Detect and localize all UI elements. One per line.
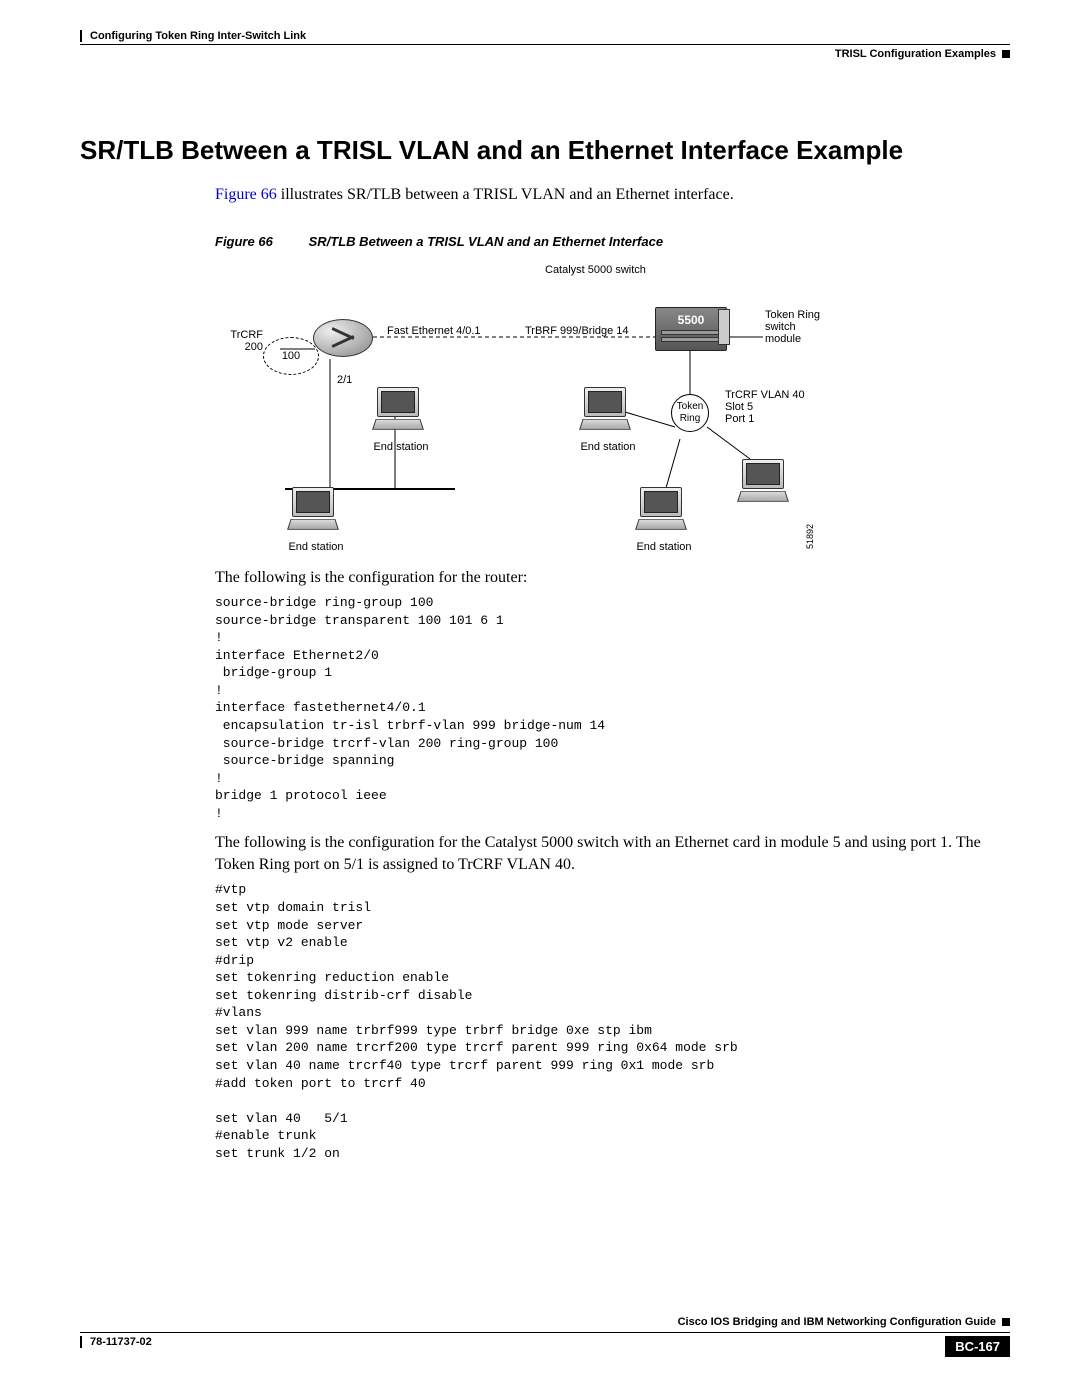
trcrf-ring-icon: 100 <box>263 337 319 375</box>
header-section: TRISL Configuration Examples <box>835 48 1010 60</box>
router-icon <box>313 319 373 357</box>
end-station-label: End station <box>281 541 351 553</box>
figure-id: 51892 <box>805 524 815 549</box>
end-station-label: End station <box>629 541 699 553</box>
catalyst-switch-icon: 5500 <box>655 307 727 351</box>
end-station-icon <box>735 459 789 509</box>
catalyst-label: Catalyst 5000 switch <box>545 264 646 276</box>
end-station-icon: End station <box>285 487 339 537</box>
end-station-icon: End station <box>370 387 424 437</box>
end-station-icon: End station <box>633 487 687 537</box>
figure-caption-text: SR/TLB Between a TRISL VLAN and an Ether… <box>309 234 663 249</box>
page-header: Configuring Token Ring Inter-Switch Link… <box>80 30 1010 70</box>
figure-caption: Figure 66 SR/TLB Between a TRISL VLAN an… <box>215 234 1010 249</box>
ring-100-label: 100 <box>282 350 300 362</box>
footer-doc-number: 78-11737-02 <box>80 1336 152 1348</box>
switch-config-code: #vtp set vtp domain trisl set vtp mode s… <box>215 881 1010 1162</box>
intro-paragraph: Figure 66 illustrates SR/TLB between a T… <box>215 184 1005 206</box>
router-config-code: source-bridge ring-group 100 source-brid… <box>215 594 1010 822</box>
end-station-label: End station <box>573 441 643 453</box>
page-footer: Cisco IOS Bridging and IBM Networking Co… <box>80 1320 1010 1370</box>
figure-crossref-link[interactable]: Figure 66 <box>215 186 277 203</box>
token-ring-label: Token Ring <box>677 401 704 424</box>
end-station-icon: End station <box>577 387 631 437</box>
router-config-intro: The following is the configuration for t… <box>215 567 1005 589</box>
page-title: SR/TLB Between a TRISL VLAN and an Ether… <box>80 135 1010 166</box>
header-section-text: TRISL Configuration Examples <box>835 48 996 60</box>
page-number: BC-167 <box>945 1336 1010 1357</box>
network-diagram: Catalyst 5000 switch 5500 Token Ring swi… <box>215 259 855 559</box>
tr-switch-module-label: Token Ring switch module <box>765 309 820 345</box>
port-2-1-label: 2/1 <box>337 374 352 386</box>
trcrf200-label: TrCRF 200 <box>215 329 263 353</box>
trcrf40-label: TrCRF VLAN 40 Slot 5 Port 1 <box>725 389 805 425</box>
intro-rest: illustrates SR/TLB between a TRISL VLAN … <box>277 186 734 203</box>
figure-label: Figure 66 <box>215 234 305 249</box>
fast-ethernet-label: Fast Ethernet 4/0.1 <box>387 325 481 337</box>
end-station-label: End station <box>366 441 436 453</box>
switch-model-label: 5500 <box>678 313 705 327</box>
token-ring-icon: Token Ring <box>671 394 709 432</box>
switch-config-intro: The following is the configuration for t… <box>215 832 1005 875</box>
header-chapter-text: Configuring Token Ring Inter-Switch Link <box>90 30 306 42</box>
token-ring-module-icon <box>718 309 730 345</box>
trbrf-label: TrBRF 999/Bridge 14 <box>525 325 629 337</box>
header-chapter: Configuring Token Ring Inter-Switch Link <box>80 30 306 42</box>
footer-guide-title: Cisco IOS Bridging and IBM Networking Co… <box>678 1316 1010 1328</box>
